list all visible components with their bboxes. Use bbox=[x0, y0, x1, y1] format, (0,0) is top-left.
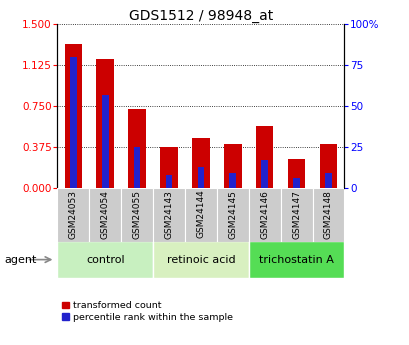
Bar bbox=[89, 188, 121, 241]
Bar bbox=[324, 173, 331, 188]
Bar bbox=[223, 144, 241, 188]
Text: GSM24148: GSM24148 bbox=[323, 190, 332, 238]
Bar bbox=[216, 188, 248, 241]
Bar bbox=[261, 160, 267, 188]
Bar bbox=[57, 188, 89, 241]
Bar bbox=[248, 188, 280, 241]
Bar bbox=[102, 95, 108, 188]
Text: GSM24145: GSM24145 bbox=[228, 190, 237, 238]
Bar bbox=[153, 188, 184, 241]
Title: GDS1512 / 98948_at: GDS1512 / 98948_at bbox=[128, 9, 272, 23]
Bar bbox=[128, 109, 146, 188]
Bar bbox=[165, 175, 172, 188]
Bar bbox=[287, 159, 305, 188]
Text: GSM24053: GSM24053 bbox=[69, 190, 78, 239]
Bar bbox=[319, 144, 336, 188]
Bar bbox=[248, 241, 344, 278]
Legend: transformed count, percentile rank within the sample: transformed count, percentile rank withi… bbox=[62, 302, 232, 322]
Text: GSM24144: GSM24144 bbox=[196, 190, 205, 238]
Bar bbox=[255, 126, 273, 188]
Bar bbox=[160, 147, 178, 188]
Text: GSM24143: GSM24143 bbox=[164, 190, 173, 238]
Text: GSM24055: GSM24055 bbox=[132, 190, 141, 239]
Bar bbox=[229, 173, 236, 188]
Bar bbox=[153, 241, 248, 278]
Bar bbox=[192, 138, 209, 188]
Text: agent: agent bbox=[4, 255, 36, 265]
Bar bbox=[121, 188, 153, 241]
Bar bbox=[57, 241, 153, 278]
Bar bbox=[96, 59, 114, 188]
Bar bbox=[197, 167, 204, 188]
Bar bbox=[184, 188, 216, 241]
Text: control: control bbox=[86, 255, 124, 265]
Bar bbox=[65, 44, 82, 188]
Bar bbox=[292, 178, 299, 188]
Bar bbox=[280, 188, 312, 241]
Text: GSM24147: GSM24147 bbox=[291, 190, 300, 238]
Bar bbox=[133, 147, 140, 188]
Text: trichostatin A: trichostatin A bbox=[258, 255, 333, 265]
Bar bbox=[312, 188, 344, 241]
Text: retinoic acid: retinoic acid bbox=[166, 255, 235, 265]
Bar bbox=[70, 57, 76, 188]
Text: GSM24054: GSM24054 bbox=[101, 190, 110, 238]
Text: GSM24146: GSM24146 bbox=[260, 190, 269, 238]
